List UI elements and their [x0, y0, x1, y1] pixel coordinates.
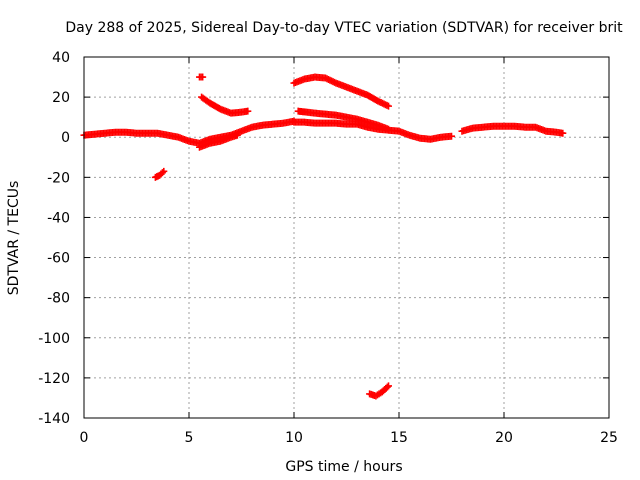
x-tick-label: 20	[495, 430, 513, 446]
data-point	[160, 167, 168, 175]
data-point	[385, 382, 392, 390]
plot-frame	[83, 56, 610, 419]
series-main-trace-mid	[290, 118, 455, 143]
series-negative-segment	[151, 167, 168, 181]
y-tick-label: -60	[47, 251, 70, 267]
x-axis-label: GPS time / hours	[285, 459, 402, 475]
data-point	[199, 73, 207, 81]
y-axis-label: SDTVAR / TECUs	[6, 181, 22, 296]
y-tick-label: 0	[61, 130, 70, 146]
series-isolated-high	[196, 73, 207, 81]
series-main-trace-late	[458, 122, 567, 137]
y-tick-label: 20	[52, 90, 70, 106]
series-descending-arc	[198, 93, 252, 117]
data-point	[244, 107, 252, 115]
data-point	[383, 383, 391, 391]
series-short-segment-low	[196, 131, 241, 151]
data-point	[385, 125, 392, 133]
tick-layer: 0 5 10 15 20 25 -140 -120 -100 -80 -60 -40 -20 0 20 40	[38, 50, 618, 446]
data-point	[559, 129, 567, 137]
x-tick-label: 5	[185, 430, 194, 446]
x-tick-label: 10	[285, 430, 303, 446]
y-tick-label: -40	[47, 210, 70, 226]
data-point	[448, 132, 455, 140]
series-layer	[80, 73, 567, 400]
y-tick-label: 40	[52, 50, 70, 66]
y-tick-label: -100	[38, 331, 70, 347]
y-tick-label: -20	[47, 170, 70, 186]
y-tick-label: -120	[38, 371, 70, 387]
x-tick-label: 15	[390, 430, 408, 446]
y-tick-label: -140	[38, 411, 70, 427]
grid-layer	[84, 57, 609, 418]
series-deep-outlier	[366, 382, 392, 400]
x-tick-label: 0	[80, 430, 89, 446]
series-upper-arc	[290, 73, 392, 110]
y-tick-label: -80	[47, 291, 70, 307]
x-tick-label: 25	[600, 430, 618, 446]
chart-title: Day 288 of 2025, Sidereal Day-to-day VTE…	[65, 20, 623, 36]
data-point	[233, 131, 241, 139]
data-point	[385, 102, 392, 110]
data-point	[158, 169, 166, 177]
series-second-arc	[294, 107, 392, 133]
